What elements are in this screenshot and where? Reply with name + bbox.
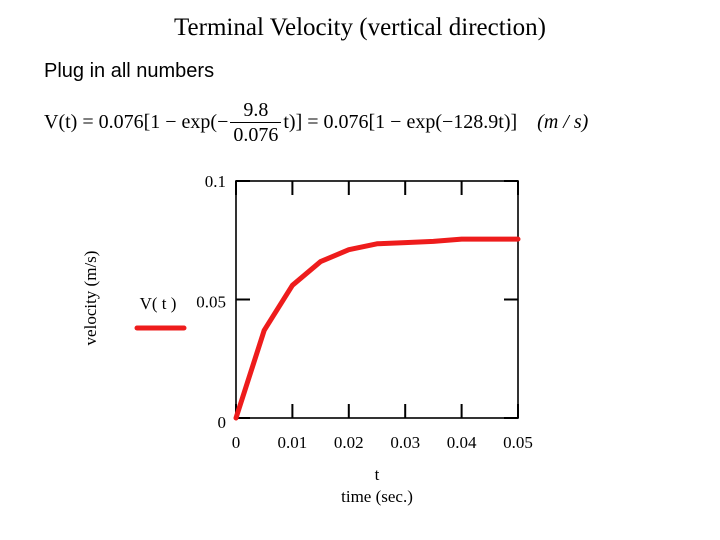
y-axis-label: velocity (m/s)	[81, 251, 100, 346]
x-axis-sublabel: time (sec.)	[341, 487, 413, 506]
equation-lhs: V(t) = 0.076[1 − exp(−	[44, 110, 229, 133]
fraction-numerator: 9.8	[243, 98, 269, 121]
equation-fraction: 9.8 0.076	[230, 98, 282, 147]
x-tick-label: 0.02	[334, 433, 364, 452]
page-title: Terminal Velocity (vertical direction)	[174, 14, 546, 41]
fraction-denominator: 0.076	[230, 121, 282, 147]
x-tick-label: 0	[232, 433, 241, 452]
series-line-vt	[233, 236, 521, 421]
equation-middle: t)] = 0.076[1 − exp(−128.9t)]	[283, 110, 518, 133]
y-tick-label: 0.1	[205, 172, 226, 191]
legend-label: V( t )	[140, 294, 177, 313]
x-tick-label: 0.05	[503, 433, 533, 452]
instruction-text: Plug in all numbers	[44, 60, 215, 82]
x-axis-label: t	[375, 465, 380, 484]
x-tick-label: 0.03	[390, 433, 420, 452]
x-tick-label: 0.04	[447, 433, 477, 452]
y-tick-label: 0	[218, 413, 227, 432]
x-tick-label: 0.01	[278, 433, 308, 452]
equation-units: (m / s)	[537, 110, 589, 133]
y-tick-label: 0.05	[196, 293, 226, 312]
velocity-equation: V(t) = 0.076[1 − exp(− 9.8 0.076 t)] = 0…	[44, 92, 588, 152]
plot-frame	[235, 180, 519, 419]
